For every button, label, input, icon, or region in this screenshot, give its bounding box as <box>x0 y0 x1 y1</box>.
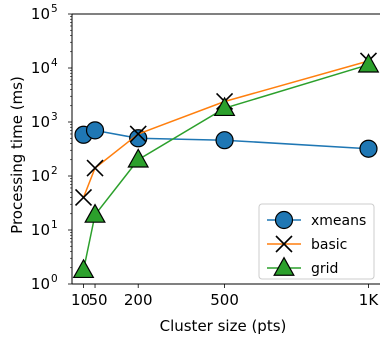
x-tick-label: 50 <box>88 291 107 309</box>
legend-item-grid: grid <box>267 256 338 277</box>
y-tick-exponent: 3 <box>51 111 58 123</box>
y-tick-exponent: 1 <box>51 219 58 231</box>
y-tick-exponent: 5 <box>51 3 58 15</box>
y-tick-exponent: 4 <box>51 57 58 69</box>
series-layer <box>72 52 380 279</box>
data-point-xmeans <box>85 121 105 140</box>
y-tick-label: 10 <box>31 59 50 77</box>
y-tick-label: 10 <box>31 275 50 293</box>
legend-item-xmeans: xmeans <box>267 210 366 230</box>
series-xmeans <box>74 121 378 158</box>
data-point-xmeans <box>359 139 378 158</box>
legend: xmeans basic grid <box>258 203 375 280</box>
data-point-grid <box>127 148 150 168</box>
legend-item-basic: basic <box>267 235 347 253</box>
y-tick-exponent: 2 <box>51 165 58 177</box>
data-point-grid <box>357 53 380 73</box>
legend-marker-xmeans <box>274 210 294 230</box>
legend-label: xmeans <box>311 213 366 229</box>
x-tick-label: 10 <box>71 291 90 309</box>
y-tick-label: 10 <box>31 167 50 185</box>
data-point-xmeans <box>129 129 148 148</box>
series-basic <box>74 52 378 207</box>
plot-frame <box>71 13 380 285</box>
x-marker-stroke <box>275 235 293 253</box>
x-tick-label: 500 <box>210 291 239 309</box>
legend-marker-basic <box>275 235 293 253</box>
y-tick-label: 10 <box>31 221 50 239</box>
y-tick-exponent: 0 <box>51 273 58 285</box>
x-tick-label: 1K <box>359 291 380 309</box>
data-point-grid <box>84 203 106 223</box>
series-line-basic <box>82 60 369 198</box>
data-point-basic <box>86 159 104 177</box>
data-point-grid <box>72 258 95 279</box>
y-tick-label: 10 <box>31 5 50 23</box>
series-grid <box>72 53 380 279</box>
data-point-basic <box>129 125 147 143</box>
x-axis-title: Cluster size (pts) <box>160 317 287 335</box>
y-axis-title: Processing time (ms) <box>8 76 26 234</box>
x-marker-stroke <box>129 125 147 143</box>
legend-marker-grid <box>273 256 295 276</box>
legend-label: basic <box>311 237 347 253</box>
data-point-xmeans <box>215 131 234 150</box>
x-marker-stroke <box>74 188 93 207</box>
data-point-basic <box>74 188 93 207</box>
x-marker-stroke <box>86 159 104 177</box>
legend-label: grid <box>311 261 338 277</box>
data-point-grid <box>213 96 236 117</box>
x-tick-label: 200 <box>124 291 153 309</box>
y-tick-label: 10 <box>31 113 50 131</box>
